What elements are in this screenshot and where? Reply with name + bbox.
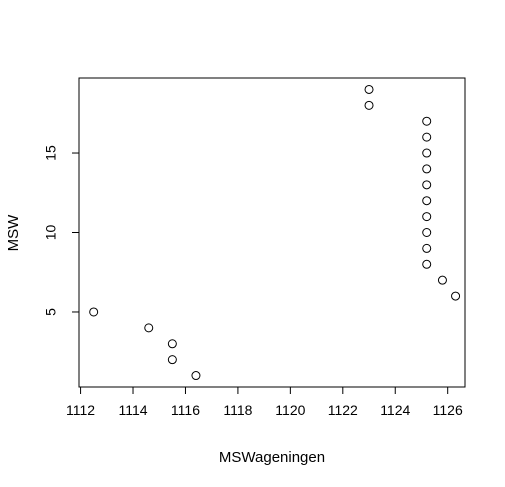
x-tick-label: 1124 (380, 402, 410, 418)
y-tick-label: 10 (43, 225, 59, 241)
x-tick-label: 1122 (328, 402, 358, 418)
x-tick-label: 1126 (433, 402, 463, 418)
x-tick-label: 1120 (275, 402, 305, 418)
x-axis-title: MSWageningen (219, 449, 325, 466)
y-tick-label: 15 (43, 145, 59, 161)
y-tick-label: 5 (43, 308, 59, 316)
y-axis-title: MSW (5, 214, 22, 252)
x-tick-label: 1118 (223, 402, 252, 418)
x-tick-label: 1116 (171, 402, 200, 418)
x-tick-label: 1112 (66, 402, 95, 418)
x-tick-label: 1114 (118, 402, 147, 418)
